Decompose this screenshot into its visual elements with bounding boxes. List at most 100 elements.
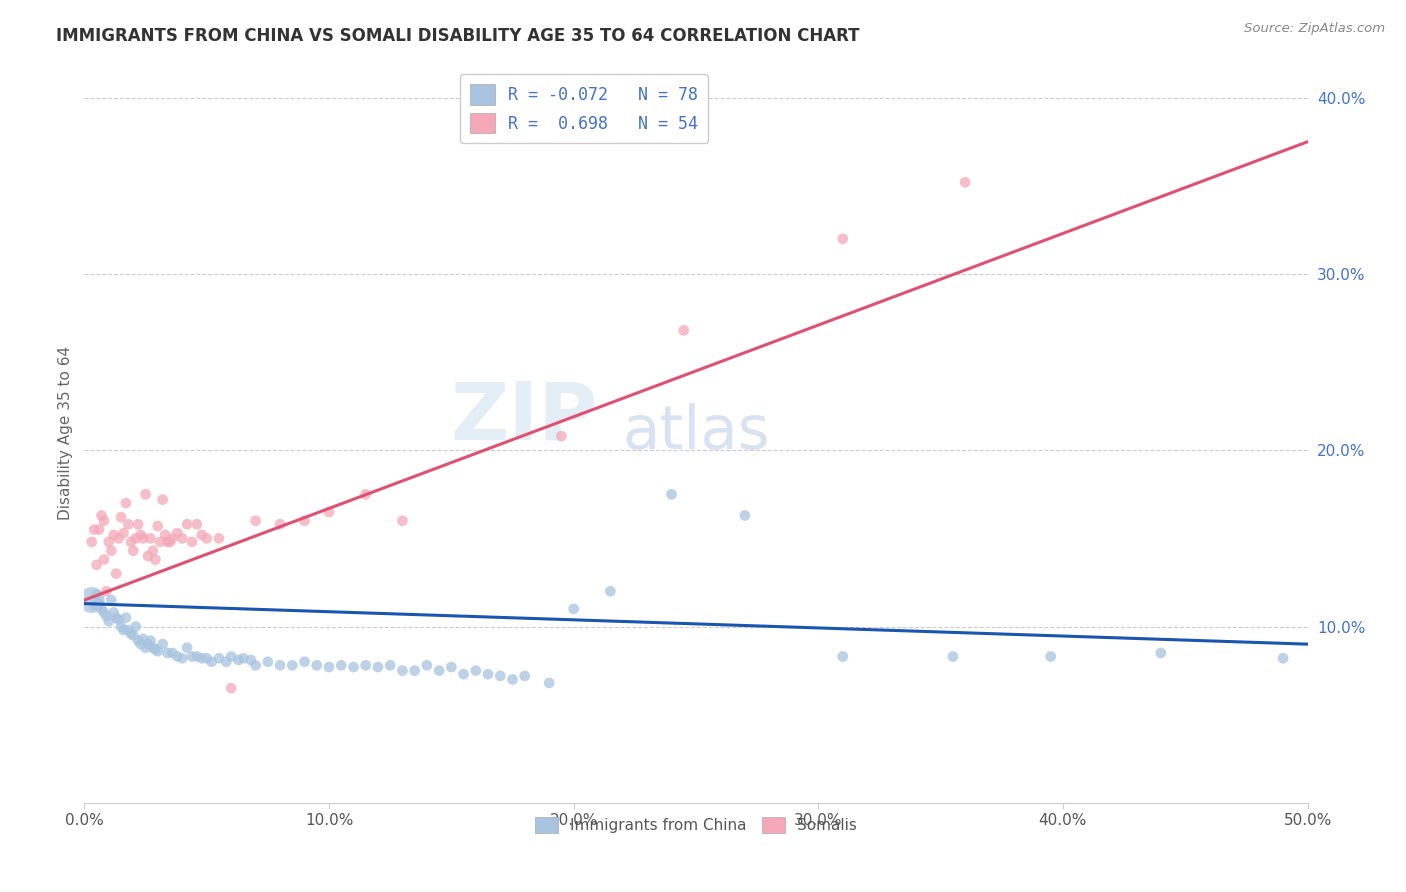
Text: IMMIGRANTS FROM CHINA VS SOMALI DISABILITY AGE 35 TO 64 CORRELATION CHART: IMMIGRANTS FROM CHINA VS SOMALI DISABILI… xyxy=(56,27,859,45)
Point xyxy=(318,505,340,519)
Point xyxy=(96,609,118,624)
Point xyxy=(80,593,103,607)
Point xyxy=(550,429,572,443)
Point xyxy=(136,549,159,563)
Point xyxy=(208,651,231,665)
Point xyxy=(146,644,169,658)
Point xyxy=(146,519,169,533)
Point xyxy=(228,653,250,667)
Point xyxy=(257,655,280,669)
Point xyxy=(93,552,115,566)
Point xyxy=(120,626,142,640)
Point xyxy=(440,660,463,674)
Point xyxy=(661,487,683,501)
Point xyxy=(110,619,132,633)
Point xyxy=(734,508,756,523)
Point xyxy=(156,646,179,660)
Point xyxy=(117,623,139,637)
Point xyxy=(477,667,499,681)
Point xyxy=(294,655,316,669)
Point xyxy=(416,658,439,673)
Point xyxy=(330,658,353,673)
Point xyxy=(97,614,120,628)
Point xyxy=(166,649,188,664)
Point xyxy=(245,658,267,673)
Point xyxy=(281,658,304,673)
Point xyxy=(599,584,621,599)
Point xyxy=(942,649,965,664)
Point xyxy=(127,517,149,532)
Point xyxy=(464,664,486,678)
Point xyxy=(404,664,426,678)
Point xyxy=(391,514,413,528)
Point xyxy=(191,651,214,665)
Point xyxy=(195,651,218,665)
Point xyxy=(269,517,291,532)
Text: atlas: atlas xyxy=(623,403,770,462)
Point xyxy=(391,664,413,678)
Legend: Immigrants from China, Somalis: Immigrants from China, Somalis xyxy=(529,812,863,839)
Point xyxy=(162,532,184,546)
Point xyxy=(156,535,179,549)
Point xyxy=(103,528,125,542)
Point xyxy=(80,535,103,549)
Point xyxy=(245,514,267,528)
Point xyxy=(195,532,218,546)
Point xyxy=(125,532,148,546)
Point xyxy=(127,633,149,648)
Point xyxy=(97,535,120,549)
Point xyxy=(87,597,110,611)
Point xyxy=(176,517,198,532)
Point xyxy=(117,517,139,532)
Point xyxy=(186,649,208,664)
Point xyxy=(162,646,184,660)
Text: ZIP: ZIP xyxy=(451,379,598,457)
Point xyxy=(152,637,174,651)
Point xyxy=(831,232,853,246)
Point xyxy=(100,543,122,558)
Point xyxy=(380,658,402,673)
Point xyxy=(305,658,328,673)
Point xyxy=(135,640,157,655)
Point xyxy=(152,492,174,507)
Point xyxy=(181,535,204,549)
Point xyxy=(232,651,254,665)
Point xyxy=(112,623,135,637)
Point xyxy=(1150,646,1173,660)
Point xyxy=(93,606,115,620)
Point xyxy=(139,633,162,648)
Y-axis label: Disability Age 35 to 64: Disability Age 35 to 64 xyxy=(58,345,73,520)
Point xyxy=(672,323,695,337)
Point xyxy=(100,593,122,607)
Point xyxy=(83,599,105,613)
Point xyxy=(86,588,108,602)
Point xyxy=(208,532,231,546)
Point xyxy=(96,584,118,599)
Point xyxy=(132,532,155,546)
Point xyxy=(219,681,242,696)
Point xyxy=(342,660,364,674)
Point xyxy=(489,669,512,683)
Point xyxy=(562,602,585,616)
Point xyxy=(139,532,162,546)
Point xyxy=(354,658,377,673)
Point xyxy=(129,528,152,542)
Point xyxy=(219,649,242,664)
Point xyxy=(239,653,262,667)
Point xyxy=(149,535,172,549)
Point xyxy=(115,610,138,624)
Point xyxy=(153,528,176,542)
Point xyxy=(136,637,159,651)
Point xyxy=(87,523,110,537)
Point xyxy=(122,628,145,642)
Point xyxy=(107,532,129,546)
Point xyxy=(125,619,148,633)
Point xyxy=(142,640,165,655)
Point xyxy=(367,660,389,674)
Point xyxy=(513,669,536,683)
Point xyxy=(159,535,181,549)
Point xyxy=(215,655,238,669)
Point xyxy=(453,667,475,681)
Point xyxy=(120,535,142,549)
Point xyxy=(1039,649,1062,664)
